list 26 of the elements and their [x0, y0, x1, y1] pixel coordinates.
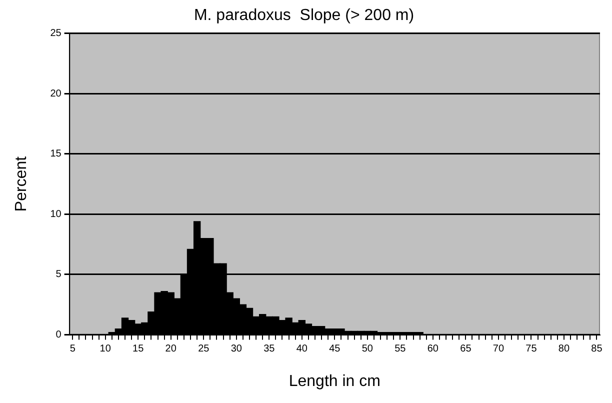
x-tick-label: 55 [394, 344, 406, 355]
x-tick-label: 65 [460, 344, 472, 355]
x-tick-label: 35 [264, 344, 276, 355]
y-tick-label: 15 [50, 148, 62, 160]
x-tick-label: 50 [362, 344, 374, 355]
x-tick-label: 25 [198, 344, 210, 355]
x-axis-title: Length in cm [288, 372, 380, 390]
y-tick-label: 0 [56, 330, 62, 341]
y-axis-title: Percent [13, 156, 30, 212]
x-tick-label: 75 [526, 344, 538, 355]
x-tick-label: 30 [230, 344, 242, 355]
x-tick-label: 70 [492, 344, 504, 355]
x-tick-label: 20 [165, 344, 177, 355]
x-tick-label: 85 [591, 344, 603, 355]
y-tick-label: 25 [50, 28, 62, 39]
chart-title: M. paradoxus Slope (> 200 m) [194, 7, 414, 24]
x-tick-label: 40 [296, 344, 308, 355]
x-tick-label: 60 [427, 344, 439, 355]
x-tick-label: 15 [132, 344, 144, 355]
y-tick-label: 10 [50, 208, 62, 220]
y-tick-label: 20 [50, 88, 62, 100]
x-tick-label: 45 [329, 344, 341, 355]
x-tick-label: 5 [70, 344, 76, 355]
x-tick-label: 10 [100, 344, 112, 355]
y-tick-label: 5 [56, 269, 62, 280]
x-tick-label: 80 [558, 344, 570, 355]
